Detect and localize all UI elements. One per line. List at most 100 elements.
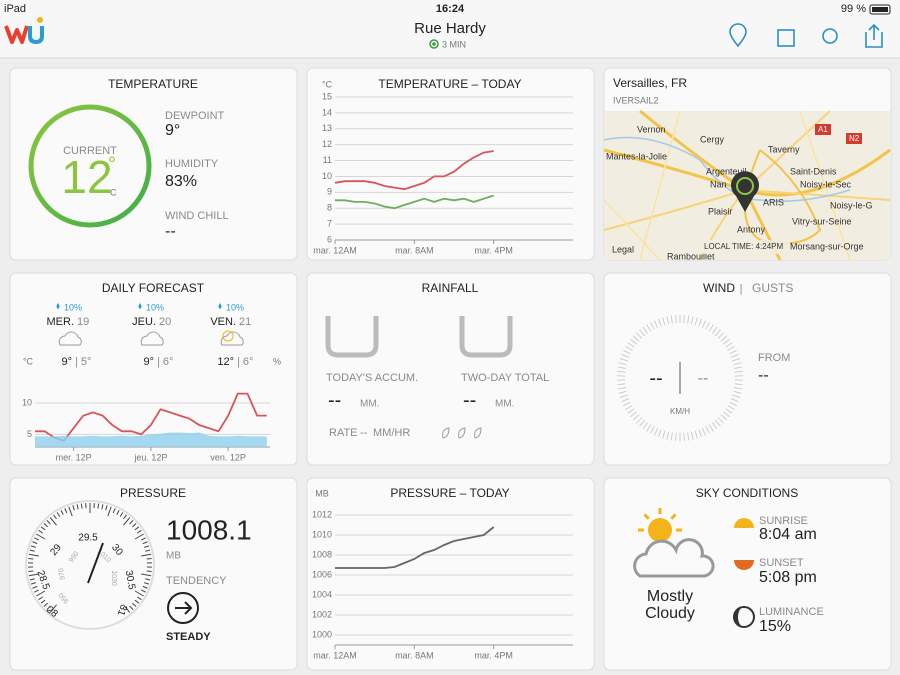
separator: |: [740, 283, 743, 295]
gauge-tick: [136, 596, 142, 601]
dial-tick: [619, 394, 628, 398]
humidity: 83%: [165, 173, 197, 190]
dial-tick: [690, 316, 694, 325]
from: --: [758, 367, 769, 384]
dial-tick: [734, 387, 743, 390]
settings-icon[interactable]: [822, 28, 838, 44]
dial-tick: [619, 358, 628, 362]
gauge-tick: [134, 533, 144, 540]
area: [35, 432, 267, 447]
gauge-tick: [141, 537, 146, 541]
dial-tick: [617, 370, 626, 373]
dial-tick: [701, 320, 707, 328]
drop-icon: [218, 303, 222, 309]
title: PRESSURE – TODAY: [390, 486, 509, 500]
weather-icon: [220, 331, 244, 346]
battery-level: [872, 7, 888, 12]
date: 21: [239, 316, 251, 328]
dial-tick: [711, 326, 718, 334]
dial-tick: [708, 324, 714, 332]
gauge-tick: [142, 541, 148, 545]
title: SKY CONDITIONS: [696, 486, 798, 500]
dial-tick: [618, 362, 627, 366]
sun-ray: [643, 513, 650, 520]
gauge-tick: [46, 520, 51, 525]
sun-icon: [648, 518, 672, 542]
labels: Noisy-le-Sec: [800, 179, 852, 189]
title: TEMPERATURE: [108, 77, 198, 91]
dial-tick: [632, 335, 640, 342]
dial-tick: [720, 414, 728, 421]
gauge-tick: [145, 549, 151, 552]
gauge-tick: [38, 529, 44, 534]
gauge-tick: [30, 582, 36, 585]
dial-tick: [635, 332, 643, 339]
toolbar-icons[interactable]: [729, 23, 883, 48]
temperature-ring: [28, 104, 152, 228]
label: mar. 4PM: [474, 245, 513, 255]
labels: Plaisir: [708, 206, 733, 216]
dial-tick: [683, 315, 685, 324]
logo[interactable]: [4, 17, 44, 45]
dial-tick: [687, 315, 690, 324]
y-label: °C: [322, 79, 333, 89]
windchill: --: [165, 223, 176, 240]
labels: Mantes-la-Jolie: [606, 151, 667, 161]
road: [639, 110, 681, 261]
date: 20: [159, 316, 171, 328]
labels: A1: [818, 125, 828, 134]
gauge-tick: [32, 541, 38, 545]
yticks: 15: [322, 91, 332, 101]
road-shield: [815, 124, 831, 135]
rain-gauge-icon: [459, 316, 513, 358]
dial-tick: [639, 329, 646, 337]
dial-tick: [666, 316, 670, 325]
gauge-tick: [38, 596, 44, 601]
drop-outline: [442, 427, 450, 439]
labels: Argenteuil: [706, 166, 747, 176]
labels: Vernon: [637, 124, 666, 134]
road-shield: [846, 133, 862, 144]
drop-outline: [458, 427, 466, 439]
tendency: STEADY: [166, 631, 211, 643]
precip: 10%: [64, 302, 82, 312]
humidity-label: HUMIDITY: [165, 158, 219, 170]
value: 1008.1: [166, 514, 252, 545]
card: [603, 272, 892, 466]
dial-tick: [666, 431, 670, 440]
condition-line1: Mostly: [647, 588, 693, 605]
dial-tick: [717, 332, 725, 339]
y-label: °C: [23, 356, 34, 366]
needle: [87, 542, 104, 584]
yticks: 13: [322, 123, 332, 133]
dial-tick: [725, 408, 733, 414]
top-bar: [0, 0, 900, 58]
dial-tick: [708, 424, 714, 432]
gauge-tick: [36, 533, 46, 540]
station-icon[interactable]: [777, 29, 795, 47]
dial-tick: [635, 417, 643, 424]
share-icon[interactable]: [865, 23, 883, 48]
card: [306, 477, 595, 671]
location-icon[interactable]: [729, 23, 747, 48]
carrier: iPad: [4, 3, 26, 15]
gauge-tick: [141, 589, 146, 593]
label: mar. 12AM: [313, 650, 357, 660]
dial-tick: [649, 322, 655, 330]
gauge-tick: [123, 514, 127, 520]
updated: 3 MIN: [442, 39, 466, 49]
dial-tick: [717, 417, 725, 424]
dial-tick: [734, 370, 743, 373]
gauge-inner: 970: [58, 567, 67, 580]
labels: Vitry-sur-Seine: [792, 216, 851, 226]
battery: 99 %: [841, 3, 866, 15]
dial-tick: [632, 414, 640, 421]
dial-tick: [727, 405, 735, 410]
title: TEMPERATURE – TODAY: [378, 77, 521, 91]
day: MER.: [47, 316, 75, 328]
gusts-title: GUSTS: [752, 281, 793, 295]
gauge-tick: [129, 520, 134, 525]
sunrise-icon: [734, 518, 754, 528]
sunrise: 8:04 am: [759, 526, 817, 543]
gauge-tick: [34, 589, 39, 593]
